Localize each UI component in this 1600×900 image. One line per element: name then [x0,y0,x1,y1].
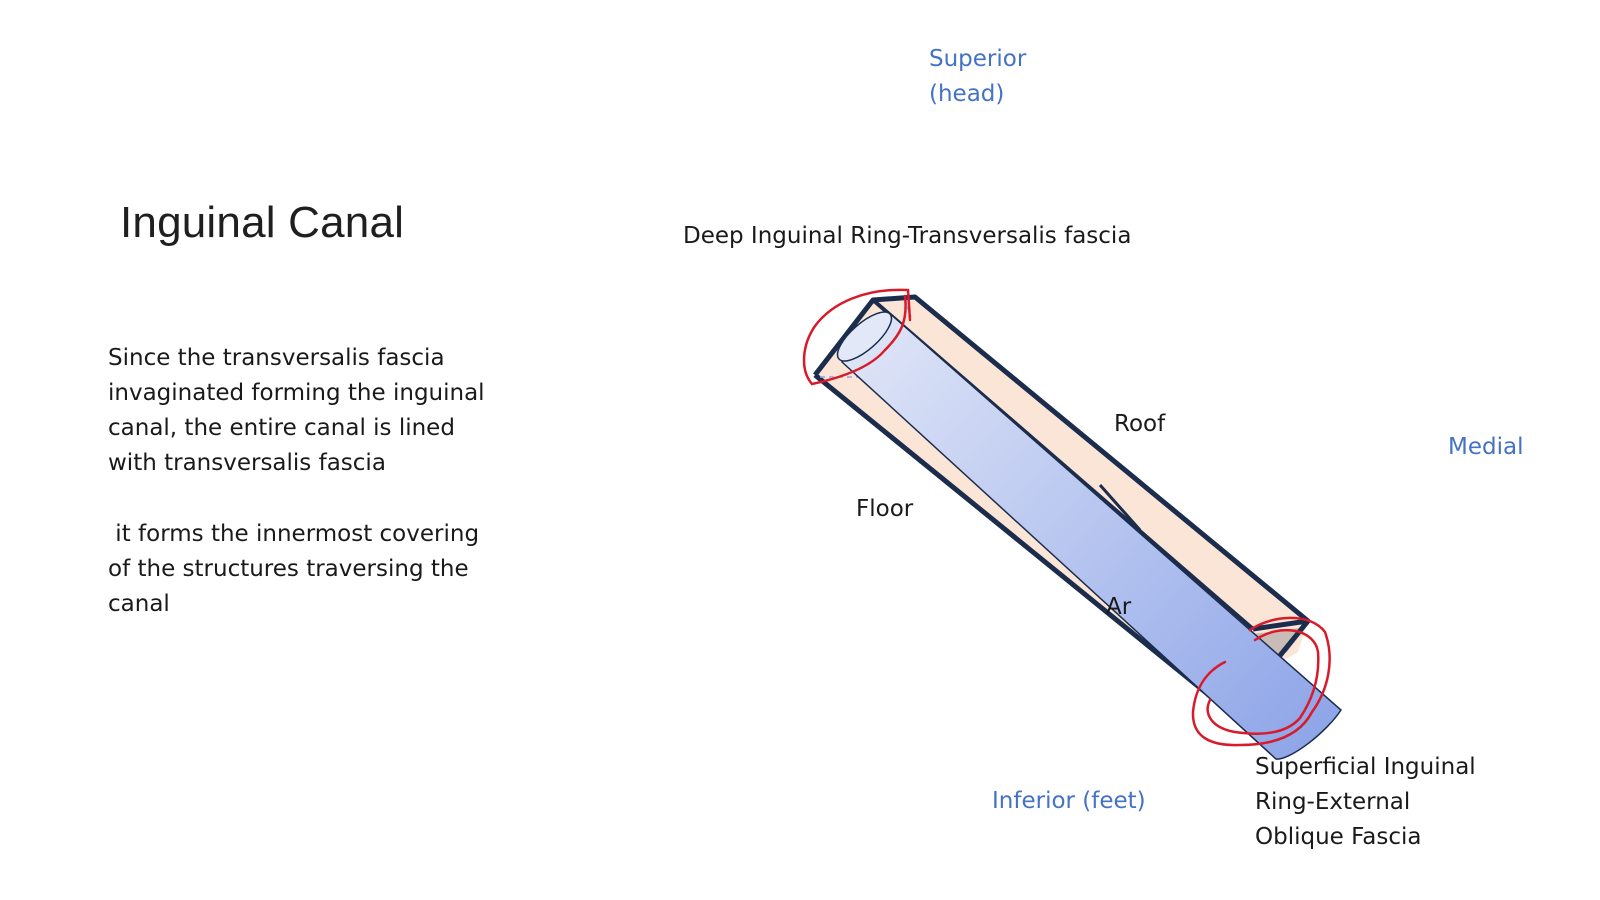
text-line: it forms the innermost covering [108,521,480,547]
superficial-ring-annotation-scribble [1191,616,1331,747]
text-line: Oblique Fascia [1255,824,1422,850]
spermatic-cord-cylinder [840,309,1342,760]
text-line: with transversalis fascia [108,450,386,476]
superior-direction-label: Superior (head) [929,42,1026,112]
text-line: (head) [929,81,1005,107]
deep-ring-annotation-scribble [802,288,912,386]
text-line: invaginated forming the inguinal [108,380,485,406]
canal-outline-bottom [813,373,1217,702]
canal-outline-top [813,294,1310,623]
superficial-inguinal-ring-label: Superficial Inguinal Ring-External Obliq… [1255,750,1476,855]
spermatic-cord-end-cap [836,311,893,362]
text-line: canal [108,591,170,617]
body-paragraph-2: it forms the innermost covering of the s… [108,517,479,622]
roof-label: Roof [1114,411,1166,437]
body-paragraph-1: Since the transversalis fascia invaginat… [108,341,485,481]
text-line: Superior [929,46,1027,72]
text-line: canal, the entire canal is lined [108,415,455,441]
inferior-direction-label: Inferior (feet) [992,788,1146,814]
superficial-ring-annotation-scribble-2 [1206,628,1320,735]
text-line: Superficial Inguinal [1255,754,1476,780]
anterior-wall-label-partial: Ar [1106,594,1132,620]
text-line: of the structures traversing the [108,556,469,582]
canal-outline-inner-edge [1098,484,1142,531]
floor-label: Floor [856,496,914,522]
text-line: Ring-External [1255,789,1411,815]
medial-direction-label: Medial [1448,434,1524,460]
slide-title: Inguinal Canal [120,198,405,247]
text-line: Since the transversalis fascia [108,345,445,371]
deep-inguinal-ring-label: Deep Inguinal Ring-Transversalis fascia [683,223,1132,249]
